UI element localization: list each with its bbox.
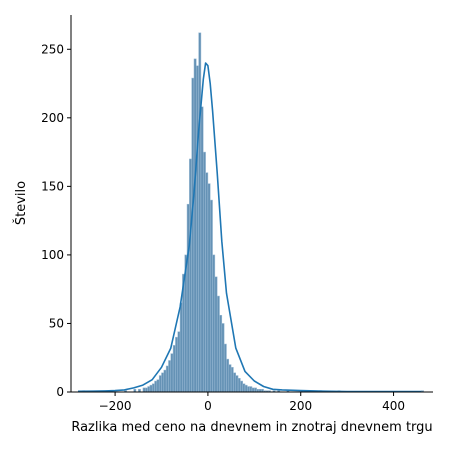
histogram-bar [189,158,192,393]
histogram-bar [237,378,241,393]
histogram-bar [165,365,169,393]
histogram-bar [175,336,178,393]
axes [70,15,433,393]
histogram-bar [177,331,181,393]
histogram-bar [203,151,206,393]
kde-line [77,62,422,393]
histogram-bar [240,380,243,393]
histogram-bar [145,387,148,393]
histogram-bar [151,383,155,393]
histogram-bar [209,199,213,393]
plot-area [77,32,424,393]
y-tick-label: 200 [41,111,64,125]
x-axis-label: Razlika med ceno na dnevnem in znotraj d… [71,420,432,435]
y-tick-label: 250 [41,42,64,56]
y-tick-label: 50 [49,316,64,330]
histogram-bar [191,77,195,393]
histogram-bar [198,32,202,393]
histogram-bar [142,387,146,393]
histogram-bar [249,386,253,393]
y-axis-label: Število [13,181,29,225]
histogram-bar [226,358,230,393]
y-tick-label: 150 [41,179,64,193]
ticks: −200 0 200 400 0 50 100 150 200 250 [41,42,405,413]
histogram-bar [235,375,239,393]
x-tick-label: 400 [382,399,405,413]
histogram-bar [230,367,234,393]
histogram-bar [156,379,160,393]
histogram-bar [247,386,250,393]
histogram-bar [254,387,257,393]
y-tick-label: 100 [41,248,64,262]
x-tick-label: 200 [289,399,312,413]
histogram-bar [242,383,246,393]
histogram-bar [200,106,204,393]
histogram-bar [216,295,220,393]
histogram-bar [228,364,232,393]
histogram-bar [219,314,223,393]
histogram-bar [168,360,172,393]
histogram-bar [207,183,211,393]
histogram-bar [223,343,227,393]
x-tick-label: 0 [204,399,212,413]
histogram-bar [221,323,225,393]
x-tick-label: −200 [99,399,132,413]
histogram-bar [147,386,151,393]
histogram-bar [154,380,158,393]
histogram-bar [214,276,218,393]
histogram-bar [163,369,167,393]
histogram-bar [251,387,255,393]
histogram-bar [179,302,183,393]
histogram-bar [233,372,237,393]
histogram-bar [205,172,209,393]
histogram-bar [193,58,197,393]
histogram-bar [186,203,190,393]
histogram-bar [158,375,162,393]
y-tick-label: 0 [56,385,64,399]
histogram-bar [244,384,248,393]
histogram-bar [149,384,153,393]
histogram-bar [196,65,199,393]
histogram-bar [161,372,165,393]
histogram-bar [172,345,176,393]
histogram-bar [212,254,216,393]
histogram-bar [170,353,174,393]
